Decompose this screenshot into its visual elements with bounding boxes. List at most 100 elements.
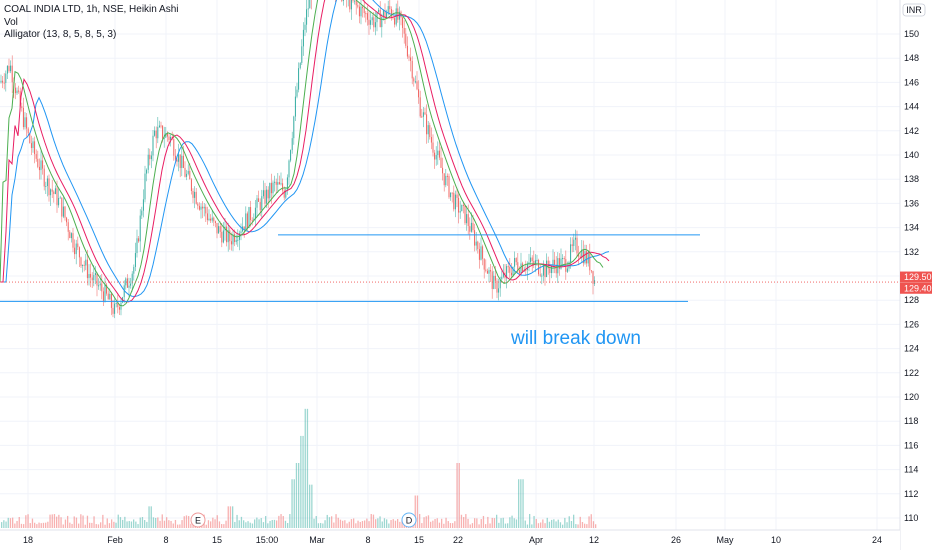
candle-body — [552, 259, 554, 267]
candle-body — [256, 198, 258, 208]
volume-bar — [14, 523, 16, 528]
volume-bar — [465, 514, 467, 528]
candle-body — [174, 155, 176, 160]
candle-body — [526, 263, 528, 270]
candle-body — [227, 230, 229, 243]
candle-body — [187, 170, 189, 174]
candle-body — [397, 8, 399, 20]
volume-bar — [579, 516, 581, 528]
volume-bar — [249, 522, 251, 528]
candle-body — [461, 204, 463, 212]
candle-body — [198, 205, 200, 210]
volume-bar — [366, 518, 368, 528]
volume-bar — [364, 520, 366, 528]
candle-body — [386, 12, 388, 18]
candle-body — [117, 303, 119, 308]
volume-bar — [537, 523, 540, 528]
volume-bar — [324, 520, 326, 528]
volume-bar — [526, 524, 529, 528]
volume-bar — [256, 517, 258, 528]
candle-body — [406, 45, 408, 57]
volume-bar — [342, 520, 344, 528]
candle-body — [245, 213, 247, 230]
candle-body — [360, 6, 362, 17]
candle-body — [558, 258, 560, 269]
candle-body — [123, 285, 125, 298]
candle-body — [216, 222, 218, 234]
volume-bar — [166, 517, 168, 528]
volume-bar — [168, 520, 170, 528]
candle-body — [133, 266, 135, 274]
candle-body — [98, 285, 100, 287]
volume-bar — [47, 521, 49, 528]
volume-bar — [295, 463, 298, 528]
candle-body — [538, 259, 540, 275]
volume-bar — [245, 522, 247, 528]
volume-bar — [273, 519, 276, 528]
volume-bar — [60, 517, 62, 528]
candle-body — [411, 60, 413, 79]
volume-bar — [106, 518, 108, 528]
candle-body — [82, 264, 84, 266]
volume-bar — [388, 523, 390, 528]
volume-bar — [500, 518, 502, 528]
candle-body — [579, 256, 581, 258]
volume-bar — [377, 518, 379, 528]
candle-body — [590, 270, 592, 272]
volume-bar — [419, 514, 421, 528]
volume-bar — [102, 514, 104, 528]
candle-body — [120, 302, 122, 310]
candle-body — [296, 89, 298, 97]
volume-bar — [491, 517, 493, 528]
volume-bar — [588, 516, 590, 528]
volume-bar — [124, 516, 126, 528]
candle-body — [254, 207, 256, 219]
price-tag — [900, 271, 932, 283]
candle-body — [352, 0, 354, 1]
volume-bar — [469, 524, 471, 528]
candle-body — [299, 62, 301, 69]
candle-body — [512, 266, 514, 276]
volume-bar — [34, 522, 36, 528]
candle-body — [278, 182, 280, 185]
candle-body — [419, 97, 421, 117]
candle-body — [437, 150, 439, 156]
volume-bar — [1, 522, 3, 528]
candle-body — [490, 270, 492, 272]
price-tick-label: 120 — [904, 392, 919, 402]
volume-bar — [346, 523, 348, 528]
candle-body — [365, 13, 367, 15]
time-tick-label: 18 — [23, 535, 33, 545]
candle-body — [477, 241, 479, 250]
volume-bars — [1, 408, 597, 528]
volume-bar — [350, 519, 353, 528]
candle-body — [10, 65, 12, 72]
volume-bar — [284, 520, 287, 528]
volume-bar — [548, 521, 551, 528]
candle-body — [56, 188, 58, 206]
candle-body — [350, 0, 352, 10]
volume-bar — [265, 516, 267, 528]
candle-body — [542, 265, 544, 276]
volume-bar — [234, 521, 236, 528]
volume-bar — [229, 506, 232, 528]
candle-body — [309, 0, 311, 9]
volume-bar — [535, 518, 537, 528]
candle-body — [34, 141, 36, 155]
candle-body — [366, 13, 368, 20]
volume-bar — [584, 523, 586, 528]
candle-body — [514, 258, 516, 267]
time-tick-label: Mar — [309, 535, 325, 545]
volume-bar — [155, 517, 157, 528]
volume-bar — [148, 506, 150, 528]
candle-body — [459, 211, 461, 213]
candle-body — [488, 270, 490, 274]
candle-body — [446, 175, 448, 177]
candle-body — [182, 155, 184, 168]
price-tick-label: 122 — [904, 368, 919, 378]
candle-body — [134, 253, 136, 267]
volume-bar — [267, 523, 269, 528]
candle-body — [275, 181, 277, 185]
volume-bar — [498, 522, 500, 528]
